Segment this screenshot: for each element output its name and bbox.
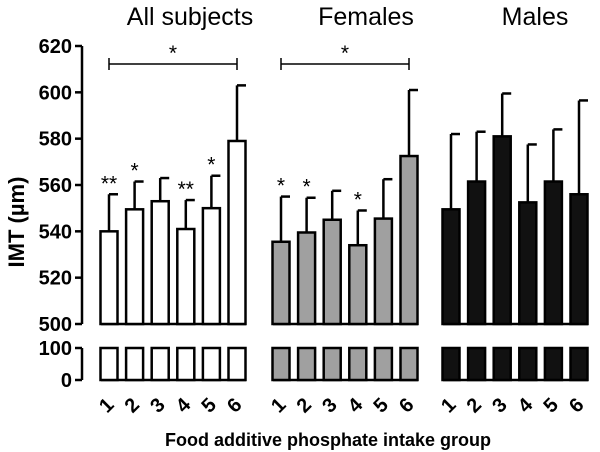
x-tick-label: 1 [95,394,118,417]
bar-lower [492,346,512,382]
bar-upper [348,243,368,326]
y-tick-label: 540 [39,221,72,243]
x-axis-label: Food additive phosphate intake group [165,430,491,450]
bar-upper [466,180,487,326]
bar-upper [399,154,419,326]
bar-upper [176,227,196,326]
bar-upper [296,231,317,326]
significance-marker: * [131,160,139,183]
bar-upper [99,230,119,326]
x-tick-label: 4 [514,393,538,417]
x-tick-label: 1 [437,394,460,417]
bar-upper [543,180,564,326]
panel-title: Males [502,3,569,31]
x-tick-label: 2 [121,394,144,417]
significance-marker: * [207,154,215,177]
bar-lower [466,346,487,382]
bar-lower [176,346,196,382]
significance-marker: * [277,175,285,198]
x-tick-label: 6 [395,394,418,417]
y-tick-label: 520 [39,268,72,290]
bar-lower [373,346,394,382]
y-axis-label: IMT (µm) [4,177,29,268]
bar-upper [569,193,589,326]
bar-lower [569,346,589,382]
significance-marker: * [303,176,311,199]
bar-upper [441,208,461,326]
bar-lower [322,346,342,382]
bar-lower [124,346,145,382]
bar-upper [322,218,342,326]
bar-lower [150,346,170,382]
bar-upper [518,201,538,326]
bar-lower [271,346,291,382]
significance-marker: * [354,188,362,211]
x-tick-label: 3 [488,394,511,417]
x-tick-label: 2 [293,394,316,417]
bar-upper [271,240,291,326]
y-tick-label: 600 [39,82,72,104]
significance-marker: ** [178,178,194,201]
bar-lower [296,346,317,382]
bar-lower [441,346,461,382]
x-tick-label: 2 [463,394,486,417]
y-tick-label: 0 [61,370,72,392]
bar-lower [399,346,419,382]
bar-upper [124,208,145,326]
x-tick-label: 3 [318,394,341,417]
bar-lower [227,346,247,382]
x-tick-label: 1 [267,394,290,417]
y-tick-label: 580 [39,129,72,151]
y-tick-label: 500 [39,314,72,336]
y-tick-label: 620 [39,36,72,58]
bar-upper [373,217,394,326]
x-tick-label: 4 [172,393,196,417]
x-tick-label: 3 [146,394,169,417]
panel-title: All subjects [127,3,253,31]
bar-upper [150,199,170,326]
y-tick-label: 100 [39,338,72,360]
x-tick-label: 5 [369,394,392,417]
bracket-label: * [341,42,349,65]
panel-title: Females [318,3,414,31]
x-tick-label: 4 [344,393,368,417]
y-tick-label: 560 [39,175,72,197]
bracket-label: * [169,42,177,65]
bar-lower [348,346,368,382]
x-tick-label: 5 [197,394,220,417]
bar-lower [201,346,222,382]
bar-upper [492,135,512,326]
bar-lower [99,346,119,382]
bar-upper [201,206,222,326]
bar-upper [227,139,247,326]
significance-marker: ** [101,172,117,195]
bar-lower [518,346,538,382]
x-tick-label: 6 [565,394,588,417]
x-tick-label: 6 [223,394,246,417]
x-tick-label: 5 [539,394,562,417]
bar-lower [543,346,564,382]
